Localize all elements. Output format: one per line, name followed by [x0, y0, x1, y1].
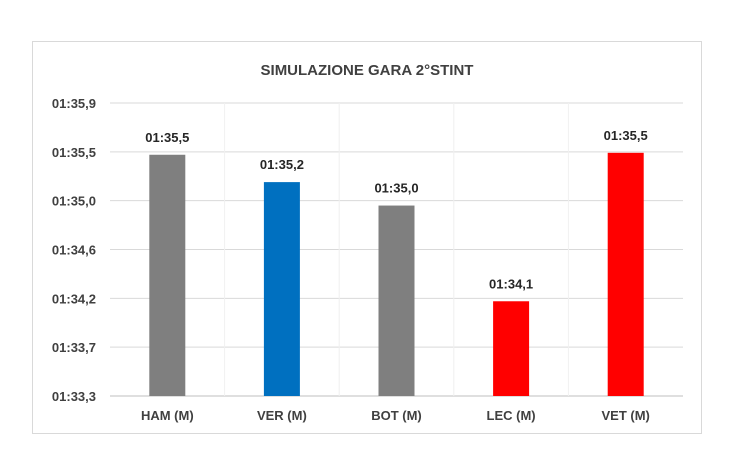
- x-tick-label: VET (M): [602, 408, 650, 423]
- x-tick-label: BOT (M): [371, 408, 422, 423]
- chart-title: SIMULAZIONE GARA 2°STINT: [261, 62, 474, 79]
- bars: 01:35,5 01:35,2 01:35,0 01:34,1 01:35,5: [145, 128, 648, 396]
- bar: [263, 182, 300, 396]
- y-tick-label: 01:33,3: [52, 389, 96, 404]
- bar: [493, 301, 530, 396]
- bar: [378, 205, 415, 396]
- bar: [149, 154, 186, 396]
- data-label: 01:34,1: [489, 276, 533, 291]
- gridlines: [110, 102, 683, 397]
- y-tick-label: 01:35,5: [52, 145, 96, 160]
- chart-frame: [32, 41, 702, 434]
- bar: [607, 152, 644, 396]
- x-tick-label: VER (M): [257, 408, 307, 423]
- x-tick-label: LEC (M): [487, 408, 536, 423]
- y-tick-label: 01:33,7: [52, 340, 96, 355]
- data-label: 01:35,5: [145, 130, 189, 145]
- data-label: 01:35,5: [604, 128, 648, 143]
- y-tick-label: 01:34,6: [52, 243, 96, 258]
- y-tick-label: 01:35,0: [52, 194, 96, 209]
- data-label: 01:35,2: [260, 157, 304, 172]
- y-tick-label: 01:34,2: [52, 291, 96, 306]
- x-tick-label: HAM (M): [141, 408, 194, 423]
- y-tick-label: 01:35,9: [52, 96, 96, 111]
- data-label: 01:35,0: [374, 181, 418, 196]
- y-axis: 01:33,3 01:33,7 01:34,2 01:34,6 01:35,0 01:35…: [52, 96, 96, 404]
- x-axis: HAM (M) VER (M) BOT (M) LEC (M) VET (M): [141, 408, 650, 423]
